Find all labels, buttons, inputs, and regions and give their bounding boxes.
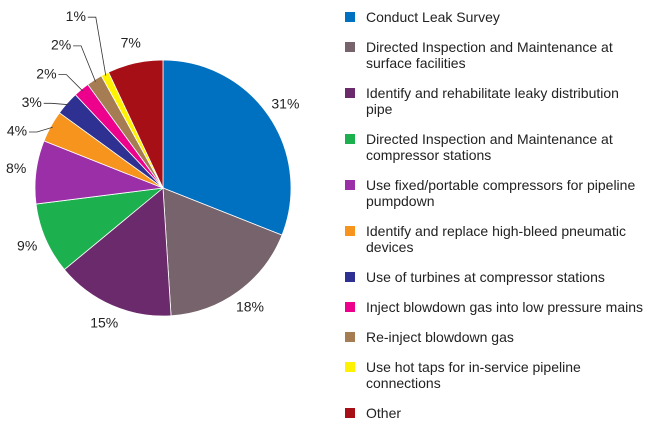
legend-item: Directed Inspection and Maintenance at s… bbox=[345, 39, 645, 71]
legend-label: Directed Inspection and Maintenance at s… bbox=[366, 39, 613, 71]
data-label: 2% bbox=[36, 65, 56, 81]
legend-item: Use hot taps for in-service pipeline con… bbox=[345, 359, 645, 391]
legend-swatch bbox=[345, 408, 355, 418]
legend-swatch bbox=[345, 362, 355, 372]
data-label: 4% bbox=[7, 123, 27, 139]
legend-swatch bbox=[345, 12, 355, 22]
legend-swatch bbox=[345, 332, 355, 342]
legend-swatch bbox=[345, 134, 355, 144]
pie-slice bbox=[162, 59, 292, 236]
data-label: 8% bbox=[6, 160, 26, 176]
legend-label: Identify and replace high-bleed pneumati… bbox=[366, 223, 626, 255]
pie-area: 31% 18% 15% 9% 8% 4% 3% 2% 2% 1% 7% bbox=[6, 8, 299, 331]
legend-item: Identify and rehabilitate leaky distribu… bbox=[345, 85, 645, 117]
legend-swatch bbox=[345, 302, 355, 312]
legend-item: Use of turbines at compressor stations bbox=[345, 269, 645, 285]
legend-swatch bbox=[345, 180, 355, 190]
data-label: 2% bbox=[51, 37, 71, 53]
legend-item: Conduct Leak Survey bbox=[345, 9, 645, 25]
leader-line bbox=[73, 45, 96, 82]
legend-item: Use fixed/portable compressors for pipel… bbox=[345, 177, 645, 209]
leader-line bbox=[87, 16, 107, 76]
pie-slice bbox=[162, 187, 283, 317]
pie-slice bbox=[107, 59, 164, 189]
legend-item: Other bbox=[345, 405, 645, 421]
legend-swatch bbox=[345, 42, 355, 52]
legend-swatch bbox=[345, 88, 355, 98]
legend-label: Use of turbines at compressor stations bbox=[366, 269, 605, 285]
pie-slice bbox=[63, 187, 172, 317]
legend-label: Use fixed/portable compressors for pipel… bbox=[366, 177, 636, 209]
legend-label: Identify and rehabilitate leaky distribu… bbox=[366, 85, 619, 117]
leader-line bbox=[29, 126, 53, 133]
legend-label: Directed Inspection and Maintenance at c… bbox=[366, 131, 613, 163]
legend-item: Directed Inspection and Maintenance at c… bbox=[345, 131, 645, 163]
legend-label: Re-inject blowdown gas bbox=[366, 329, 514, 345]
data-label: 7% bbox=[121, 34, 141, 50]
leader-line bbox=[43, 102, 69, 106]
legend-item: Identify and replace high-bleed pneumati… bbox=[345, 223, 645, 255]
data-label: 18% bbox=[236, 298, 264, 314]
data-label: 9% bbox=[17, 237, 37, 253]
legend-item: Inject blowdown gas into low pressure ma… bbox=[345, 299, 645, 315]
data-label: 1% bbox=[66, 8, 86, 24]
data-label: 31% bbox=[271, 96, 299, 112]
data-label: 15% bbox=[90, 315, 118, 331]
legend-label: Conduct Leak Survey bbox=[366, 9, 500, 25]
legend-label: Inject blowdown gas into low pressure ma… bbox=[366, 299, 644, 315]
legend-swatch bbox=[345, 226, 355, 236]
legend-label: Use hot taps for in-service pipeline con… bbox=[366, 359, 581, 391]
leader-line bbox=[58, 74, 83, 92]
legend-item: Re-inject blowdown gas bbox=[345, 329, 645, 345]
legend-label: Other bbox=[366, 405, 402, 421]
legend: Conduct Leak Survey Directed Inspection a… bbox=[345, 9, 645, 435]
legend-swatch bbox=[345, 272, 355, 282]
data-label: 3% bbox=[22, 94, 42, 110]
